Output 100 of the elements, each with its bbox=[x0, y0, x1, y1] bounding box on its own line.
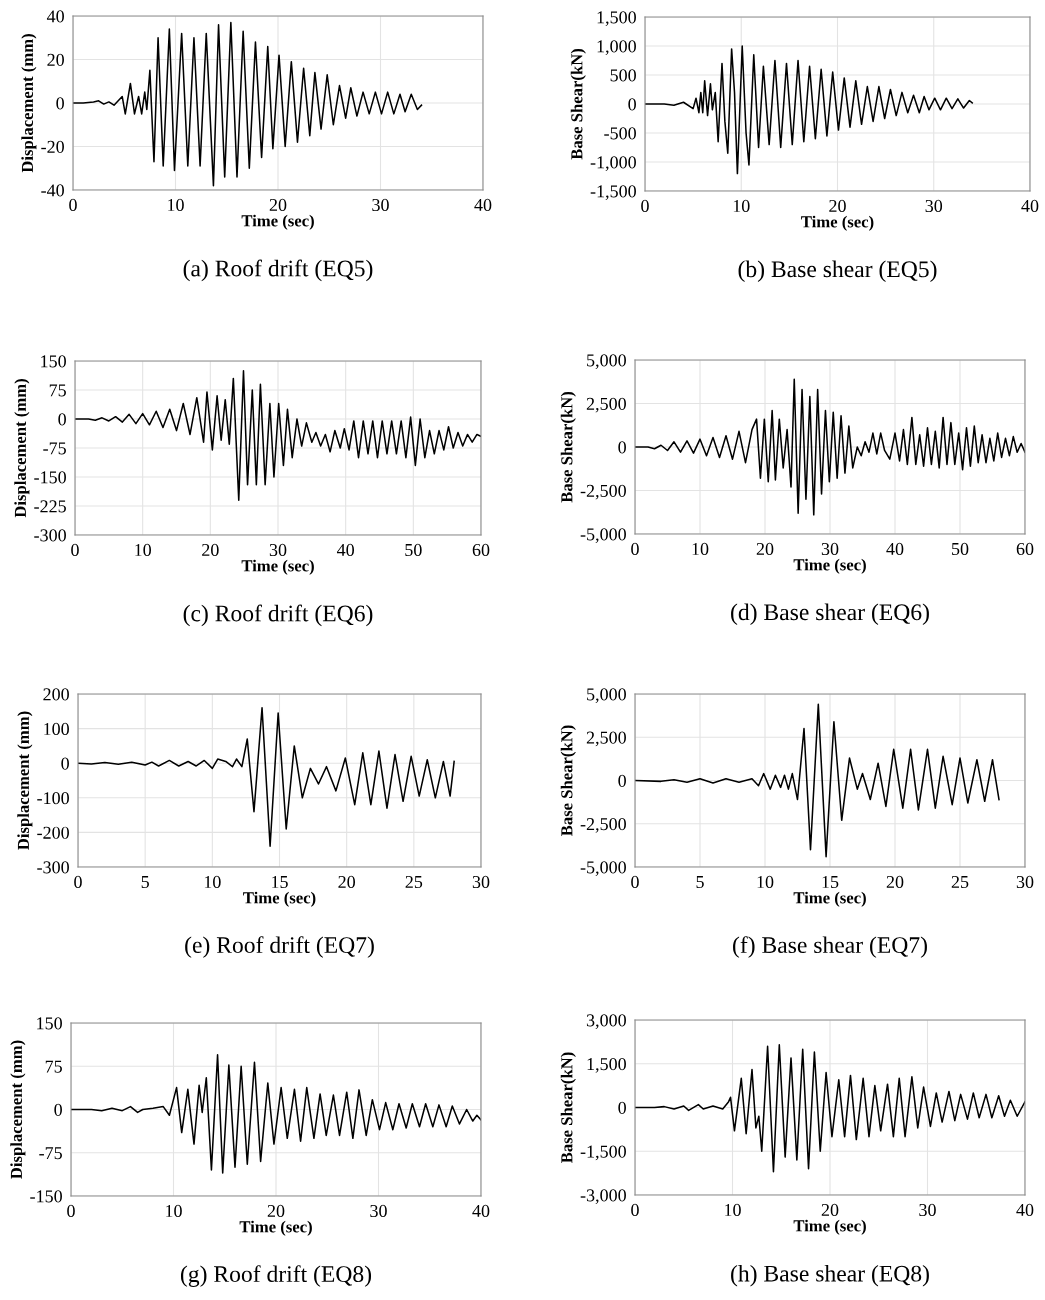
x-axis-title: Time (sec) bbox=[241, 559, 314, 575]
y-tick-label: 2,500 bbox=[586, 397, 626, 413]
y-axis-title: Displacement (mm) bbox=[21, 34, 37, 173]
y-tick-label: 200 bbox=[43, 688, 69, 701]
y-tick-label: -225 bbox=[34, 500, 66, 513]
y-tick-label: 1,500 bbox=[597, 11, 636, 27]
x-tick-label: 0 bbox=[641, 199, 649, 213]
line-series bbox=[635, 378, 1025, 516]
x-tick-label: 10 bbox=[725, 1203, 741, 1217]
y-tick-label: -1,000 bbox=[590, 156, 636, 172]
x-tick-label: 25 bbox=[405, 875, 423, 889]
x-tick-label: 20 bbox=[829, 199, 846, 213]
x-tick-label: 40 bbox=[336, 543, 355, 557]
x-tick-label: 30 bbox=[925, 199, 943, 213]
y-tick-label: -5,000 bbox=[580, 861, 626, 877]
y-tick-label: -75 bbox=[39, 1147, 62, 1160]
text: (g) Roof drift (EQ8) bbox=[180, 1265, 372, 1287]
x-tick-label: 30 bbox=[269, 543, 287, 557]
y-tick-label: 0 bbox=[618, 774, 626, 787]
text: (a) Roof drift (EQ5) bbox=[183, 259, 373, 282]
x-tick-label: 60 bbox=[472, 543, 490, 557]
x-tick-label: 20 bbox=[338, 875, 356, 889]
x-tick-label: 10 bbox=[733, 199, 750, 213]
x-tick-label: 15 bbox=[272, 875, 288, 889]
x-axis-title: Time (sec) bbox=[801, 215, 874, 231]
y-tick-label: -150 bbox=[30, 1190, 62, 1203]
y-tick-label: -75 bbox=[43, 442, 66, 455]
text: (d) Base shear (EQ6) bbox=[731, 603, 929, 626]
y-tick-label: 20 bbox=[47, 53, 64, 66]
x-tick-label: 20 bbox=[821, 1203, 839, 1217]
y-axis-title: Displacement (mm) bbox=[14, 379, 30, 518]
x-tick-label: 30 bbox=[821, 542, 839, 556]
x-tick-label: 20 bbox=[756, 542, 774, 556]
x-tick-label: 0 bbox=[71, 543, 79, 557]
x-tick-label: 30 bbox=[919, 1203, 936, 1217]
y-tick-label: 150 bbox=[41, 355, 66, 368]
x-tick-label: 40 bbox=[474, 198, 492, 212]
y-tick-label: 0 bbox=[618, 441, 626, 454]
line-series bbox=[73, 21, 423, 187]
y-tick-label: 40 bbox=[46, 10, 64, 23]
y-tick-label: -1,500 bbox=[590, 185, 636, 201]
text: (f) Base shear (EQ7) bbox=[733, 936, 927, 958]
x-tick-label: 20 bbox=[202, 543, 219, 557]
y-tick-label: -5,000 bbox=[580, 528, 626, 544]
x-tick-label: 40 bbox=[1021, 199, 1039, 213]
x-axis-title: Time (sec) bbox=[793, 1219, 866, 1235]
y-tick-label: 0 bbox=[61, 757, 69, 770]
x-tick-label: 30 bbox=[370, 1204, 387, 1218]
y-tick-label: -100 bbox=[37, 792, 69, 805]
text: (b) Base shear (EQ5) bbox=[738, 260, 937, 283]
y-tick-label: 1,000 bbox=[597, 40, 636, 56]
x-axis-title: Time (sec) bbox=[243, 891, 316, 907]
y-tick-label: 75 bbox=[49, 384, 66, 397]
y-tick-label: -300 bbox=[37, 861, 69, 874]
y-tick-label: -1,500 bbox=[580, 1145, 626, 1161]
x-tick-label: 50 bbox=[405, 543, 422, 557]
x-tick-label: 50 bbox=[952, 542, 969, 556]
x-axis-title: Time (sec) bbox=[241, 214, 314, 230]
line-series bbox=[75, 369, 481, 501]
y-tick-label: -300 bbox=[34, 529, 66, 542]
x-tick-label: 5 bbox=[141, 876, 149, 889]
y-tick-label: 1,500 bbox=[587, 1058, 626, 1073]
x-tick-label: 30 bbox=[372, 198, 389, 212]
y-tick-label: 0 bbox=[54, 1103, 62, 1116]
y-tick-label: 5,000 bbox=[587, 354, 626, 370]
y-tick-label: 500 bbox=[610, 69, 636, 82]
line-series bbox=[71, 1053, 481, 1174]
y-tick-label: 0 bbox=[628, 98, 636, 111]
y-tick-label: -500 bbox=[604, 127, 636, 140]
y-tick-label: -20 bbox=[41, 140, 64, 153]
y-tick-label: 0 bbox=[618, 1101, 626, 1114]
x-tick-label: 15 bbox=[822, 875, 839, 889]
x-tick-label: 10 bbox=[168, 198, 184, 212]
x-axis-title: Time (sec) bbox=[793, 891, 866, 907]
text: (e) Roof drift (EQ7) bbox=[185, 936, 374, 958]
x-tick-label: 10 bbox=[204, 875, 221, 889]
y-tick-label: 3,000 bbox=[586, 1014, 626, 1030]
y-tick-label: 2,500 bbox=[586, 731, 626, 747]
text: (h) Base shear (EQ8) bbox=[731, 1265, 929, 1287]
x-tick-label: 20 bbox=[267, 1204, 285, 1218]
y-tick-label: -2,500 bbox=[580, 818, 626, 833]
x-tick-label: 40 bbox=[472, 1204, 490, 1218]
y-tick-label: -2,500 bbox=[580, 484, 626, 500]
y-tick-label: 0 bbox=[58, 413, 66, 426]
y-tick-label: -200 bbox=[37, 826, 69, 839]
x-tick-label: 20 bbox=[269, 198, 287, 212]
y-tick-label: 0 bbox=[56, 97, 64, 110]
y-tick-label: 100 bbox=[44, 722, 69, 736]
y-axis-title: Base Shear(kN) bbox=[570, 48, 586, 160]
y-tick-label: 5,000 bbox=[587, 688, 626, 704]
y-axis-title: Displacement (mm) bbox=[17, 711, 33, 850]
x-tick-label: 30 bbox=[472, 875, 490, 889]
text: (c) Roof drift (EQ6) bbox=[183, 604, 373, 627]
x-tick-label: 10 bbox=[757, 875, 774, 889]
x-tick-label: 40 bbox=[1016, 1203, 1034, 1217]
x-tick-label: 10 bbox=[135, 543, 152, 557]
x-tick-label: 30 bbox=[1016, 875, 1034, 889]
x-axis-title: Time (sec) bbox=[793, 558, 866, 574]
x-tick-label: 20 bbox=[886, 875, 904, 889]
line-series bbox=[635, 1044, 1025, 1173]
